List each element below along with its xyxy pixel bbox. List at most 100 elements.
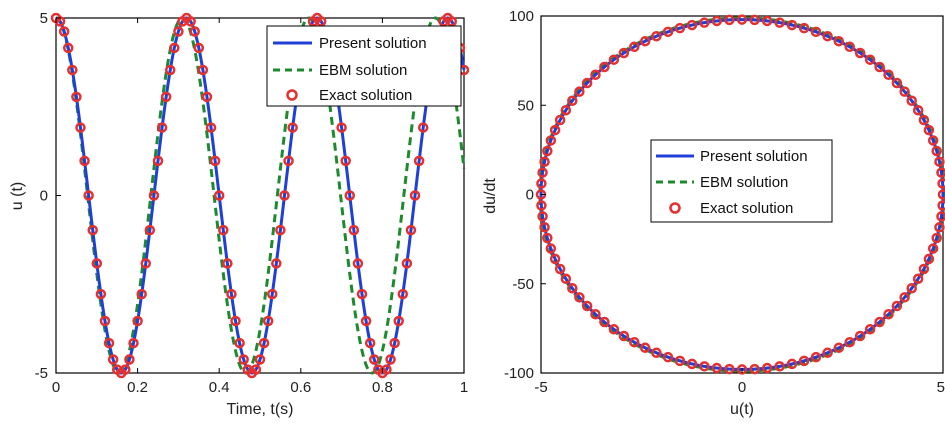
right-exact-point xyxy=(599,316,610,328)
right-y-tick-label: -50 xyxy=(512,276,534,293)
right-exact-point xyxy=(574,86,585,97)
left-legend-exact-swatch xyxy=(286,89,298,101)
right-exact-point xyxy=(822,347,833,359)
right-exact-point xyxy=(833,342,845,354)
right-y-tick-label: 50 xyxy=(517,97,534,114)
right-exact-point xyxy=(608,54,620,65)
left-exact-point xyxy=(340,155,351,167)
left-exact-point xyxy=(393,315,404,327)
right-exact-point xyxy=(927,243,939,254)
left-exact-point xyxy=(79,155,90,167)
right-legend-ebm-label: EBM solution xyxy=(700,174,788,191)
right-exact-point xyxy=(537,211,548,222)
left-exact-point xyxy=(397,288,409,300)
right-exact-point xyxy=(639,35,651,47)
right-exact-point xyxy=(844,41,855,53)
right-exact-point xyxy=(749,363,760,375)
right-exact-point xyxy=(537,167,548,178)
left-exact-point xyxy=(287,122,298,133)
left-legend-box xyxy=(266,25,462,107)
right-y-axis-label: du/dt xyxy=(482,178,499,214)
left-exact-point xyxy=(218,224,229,236)
right-exact-point xyxy=(786,19,798,31)
left-exact-point xyxy=(401,258,413,269)
left-exact-point xyxy=(148,190,160,201)
left-x-tick-label: 0 xyxy=(52,379,60,396)
left-exact-point xyxy=(67,64,78,76)
left-exact-point xyxy=(71,91,82,103)
right-exact-point xyxy=(618,330,630,342)
right-exact-point xyxy=(590,309,601,320)
right-exact-point xyxy=(891,77,903,89)
left-exact-point xyxy=(95,288,107,300)
left-x-tick-label: 1 xyxy=(460,379,468,396)
left-exact-point xyxy=(83,190,94,201)
right-exact-point xyxy=(918,114,930,126)
right-x-tick-label: -5 xyxy=(534,379,547,396)
right-exact-point xyxy=(844,336,855,348)
left-exact-point xyxy=(205,122,217,133)
right-exact-point xyxy=(711,15,723,27)
right-exact-point xyxy=(651,30,662,42)
right-exact-point xyxy=(749,14,760,26)
left-exact-point xyxy=(185,16,196,27)
right-exact-point xyxy=(724,363,735,375)
right-legend-exact-label: Exact solution xyxy=(700,200,793,217)
right-exact-point xyxy=(864,54,876,65)
left-exact-point xyxy=(99,315,111,327)
left-exact-point xyxy=(250,364,262,375)
left-y-tick-label: 0 xyxy=(40,188,48,205)
left-exact-point xyxy=(417,122,429,133)
left-exact-point xyxy=(360,315,372,327)
right-exact-point xyxy=(581,77,593,89)
right-exact-point xyxy=(934,222,945,233)
left-x-tick-label: 0.2 xyxy=(127,379,148,396)
right-exact-point xyxy=(554,263,566,275)
right-exact-point xyxy=(651,347,662,359)
left-exact-point xyxy=(352,258,364,269)
left-exact-point xyxy=(413,155,425,167)
right-exact-point xyxy=(786,358,798,370)
left-exact-point xyxy=(164,64,176,76)
left-exact-point xyxy=(173,26,184,37)
right-exact-point xyxy=(761,362,773,374)
left-exact-point xyxy=(348,224,360,236)
left-exact-point xyxy=(160,91,172,103)
left-exact-point xyxy=(103,337,115,349)
right-exact-point xyxy=(686,19,698,31)
left-exact-point xyxy=(230,315,241,327)
right-exact-point xyxy=(891,300,903,312)
right-exact-point xyxy=(798,22,810,34)
right-exact-point xyxy=(874,316,885,328)
left-legend-ebm-label: EBM solution xyxy=(319,62,407,79)
right-legend: Present solution EBM solution Exact solu… xyxy=(650,139,833,223)
right-exact-point xyxy=(736,14,748,25)
left-exact-point xyxy=(140,258,152,269)
time-history-chart: 0 0.2 0.4 0.6 0.8 1-505 Time, t(s) u (t) Pres… xyxy=(9,10,470,418)
right-exact-point xyxy=(629,336,640,348)
right-exact-point xyxy=(810,351,822,363)
right-exact-point xyxy=(662,351,674,363)
left-exact-point xyxy=(87,224,98,236)
right-exact-point xyxy=(699,361,710,372)
right-exact-point xyxy=(923,124,935,136)
left-exact-point xyxy=(193,42,205,54)
left-exact-point xyxy=(271,258,282,269)
right-exact-point xyxy=(539,156,550,167)
right-exact-point xyxy=(545,135,557,146)
left-exact-point xyxy=(213,190,225,201)
left-exact-point xyxy=(385,354,396,365)
right-y-tick-label: 100 xyxy=(509,8,534,25)
right-exact-point xyxy=(912,273,924,285)
right-exact-point xyxy=(662,26,674,38)
left-exact-point xyxy=(262,315,274,327)
right-exact-point xyxy=(618,47,630,59)
left-exact-point xyxy=(356,288,368,300)
left-exact-point xyxy=(336,122,347,133)
left-exact-point xyxy=(389,337,400,349)
right-exact-point xyxy=(590,69,601,80)
right-exact-point xyxy=(822,30,833,42)
left-legend: Present solution EBM solution Exact solu… xyxy=(266,25,462,107)
right-exact-point xyxy=(883,69,894,80)
right-exact-point xyxy=(912,104,924,116)
